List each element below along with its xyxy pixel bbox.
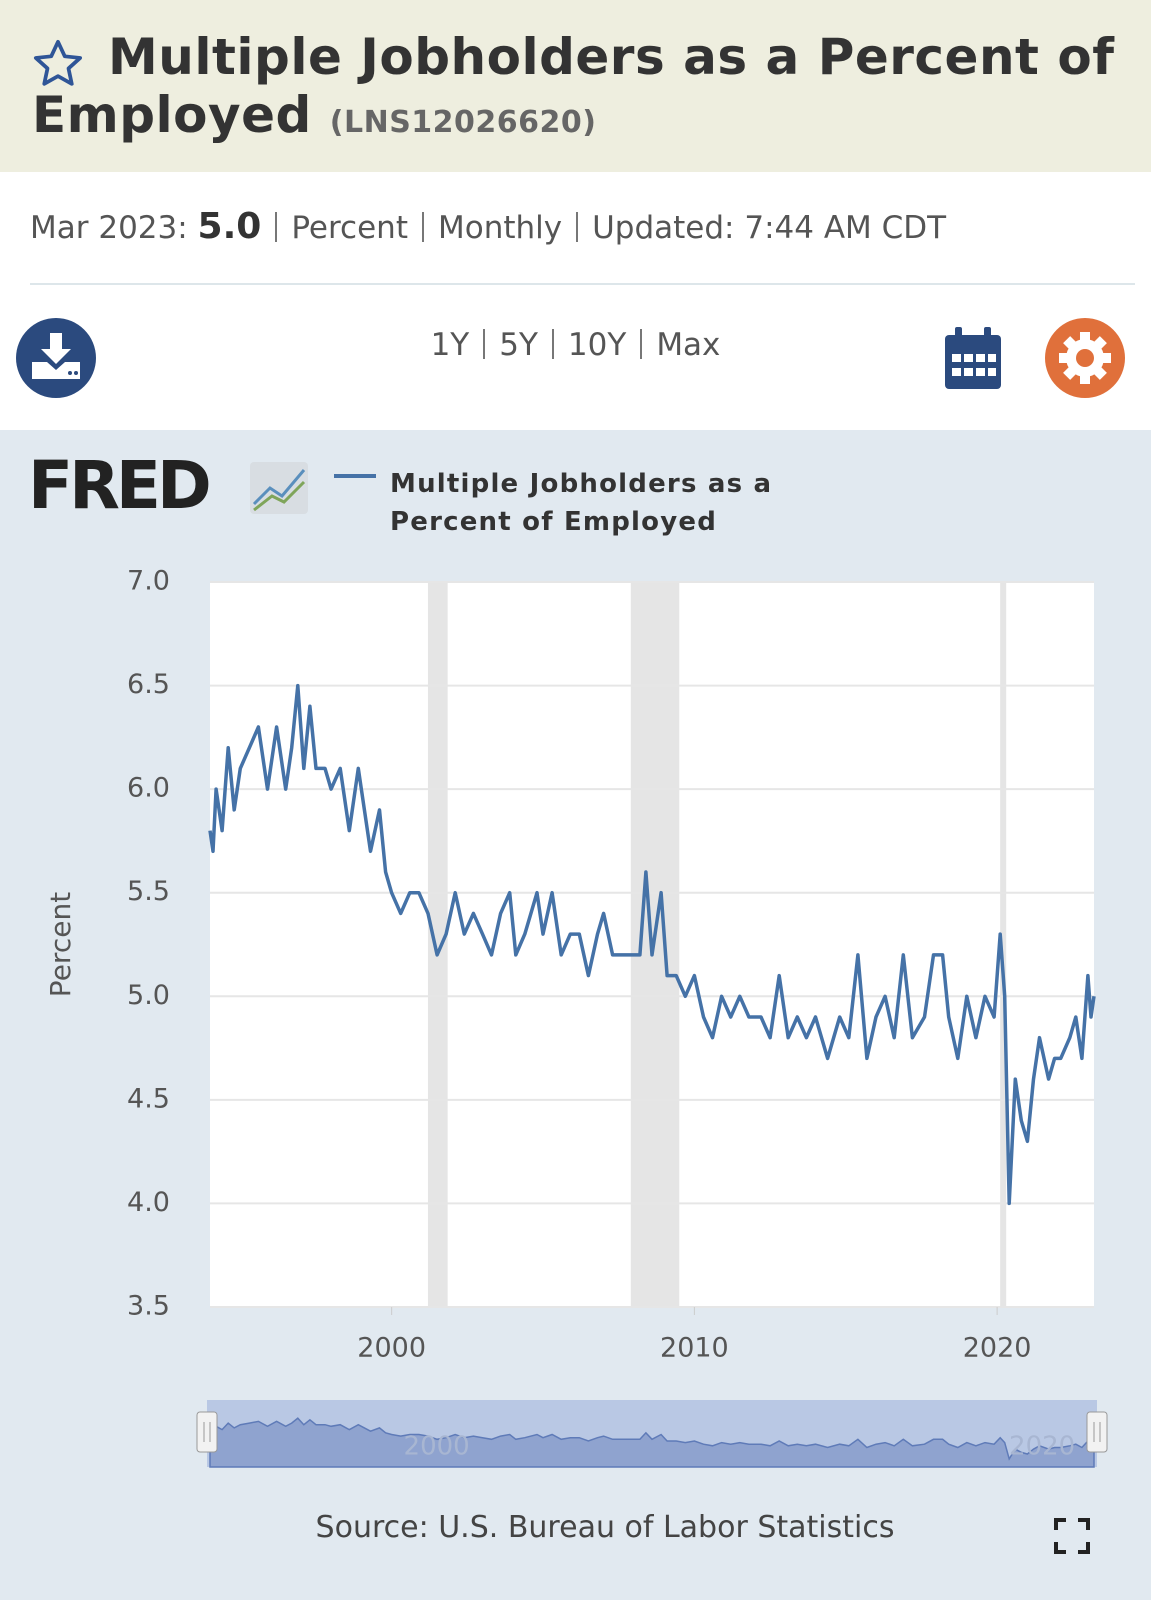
y-tick-label: 7.0 bbox=[127, 566, 170, 597]
settings-button[interactable] bbox=[1044, 317, 1126, 399]
x-tick-label: 2010 bbox=[660, 1333, 729, 1364]
range-button[interactable]: 5Y bbox=[499, 327, 538, 363]
y-tick-label: 4.0 bbox=[127, 1187, 170, 1218]
separator bbox=[640, 329, 643, 359]
handle-body bbox=[1086, 1411, 1108, 1453]
date: Mar 2023: bbox=[30, 210, 188, 246]
header: Multiple Jobholders as a Percent of Empl… bbox=[0, 0, 1151, 172]
separator bbox=[421, 212, 424, 242]
separator bbox=[551, 329, 554, 359]
y-tick-label: 6.5 bbox=[127, 669, 170, 700]
y-tick-label: 4.5 bbox=[127, 1083, 170, 1114]
y-axis-label: Percent bbox=[44, 892, 77, 997]
range-selector: 1Y 5Y 10Y Max bbox=[0, 327, 1151, 363]
recession-band bbox=[427, 582, 448, 1307]
fullscreen-button[interactable] bbox=[1054, 1518, 1090, 1554]
latest-value: 5.0 bbox=[197, 206, 262, 247]
range-button[interactable]: Max bbox=[656, 327, 721, 363]
separator bbox=[275, 212, 278, 242]
updated: 7:44 AM CDT bbox=[744, 210, 947, 246]
divider bbox=[30, 283, 1135, 285]
y-tick-label: 6.0 bbox=[127, 773, 170, 804]
legend-label: Multiple Jobholders as a Percent of Empl… bbox=[390, 469, 773, 537]
chart: FRED 3.5 4.0 4.5 5.0 5.5 6.0 6.5 7.0 2000 2010 202… bbox=[28, 447, 1108, 1468]
range-button[interactable]: 1Y bbox=[430, 327, 470, 363]
frequency: Monthly bbox=[437, 210, 563, 246]
recession-band bbox=[1000, 582, 1007, 1307]
calendar-button[interactable] bbox=[943, 325, 1003, 391]
separator bbox=[576, 212, 579, 242]
y-tick-label: 3.5 bbox=[127, 1291, 170, 1322]
updated-label: Updated: bbox=[592, 210, 735, 246]
logo-icon bbox=[250, 462, 308, 514]
navigator-label: 2020 bbox=[1009, 1432, 1075, 1462]
star-icon[interactable] bbox=[30, 36, 86, 92]
separator bbox=[483, 329, 486, 359]
navigator-area bbox=[209, 1417, 1095, 1468]
navigator-handle[interactable] bbox=[196, 1411, 218, 1453]
title-text: Multiple Jobholders as a Percent of Empl… bbox=[32, 28, 1115, 144]
y-tick-label: 5.5 bbox=[127, 876, 170, 907]
y-tick-label: 5.0 bbox=[127, 980, 170, 1011]
handle-body bbox=[196, 1411, 218, 1453]
range-button[interactable]: 10Y bbox=[567, 327, 627, 363]
navigator-handle[interactable] bbox=[1086, 1411, 1108, 1453]
x-tick-label: 2000 bbox=[357, 1333, 426, 1364]
x-tick-label: 2020 bbox=[963, 1333, 1032, 1364]
source: Source: U.S. Bureau of Labor Statistics bbox=[315, 1510, 895, 1545]
download-button[interactable] bbox=[15, 317, 97, 399]
navigator-label: 2000 bbox=[404, 1432, 470, 1462]
logo: FRED bbox=[28, 447, 209, 524]
info-row: Mar 2023: 5.0 Percent Monthly Updated: 7:44… bbox=[30, 206, 946, 247]
units: Percent bbox=[291, 210, 408, 246]
series-id: (LNS12026620) bbox=[329, 105, 597, 140]
title: Multiple Jobholders as a Percent of Empl… bbox=[32, 28, 1132, 152]
series-line bbox=[208, 683, 1096, 1206]
